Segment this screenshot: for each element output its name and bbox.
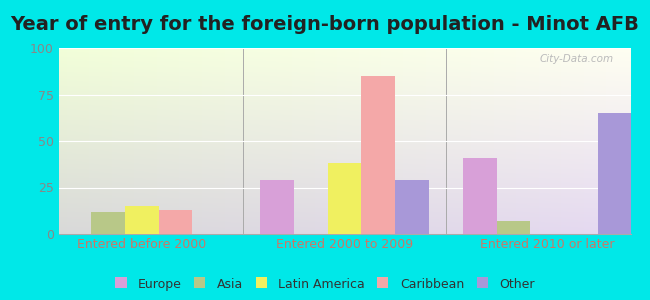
Text: Year of entry for the foreign-born population - Minot AFB: Year of entry for the foreign-born popul…	[10, 14, 640, 34]
Bar	[159, 210, 192, 234]
Bar	[463, 158, 497, 234]
Bar	[497, 221, 530, 234]
Legend: Europe, Asia, Latin America, Caribbean, Other: Europe, Asia, Latin America, Caribbean, …	[116, 278, 534, 291]
Bar	[361, 76, 395, 234]
Bar	[598, 113, 632, 234]
Bar	[328, 163, 361, 234]
Bar	[260, 180, 294, 234]
Text: City-Data.com: City-Data.com	[540, 54, 614, 64]
Bar	[91, 212, 125, 234]
Bar	[125, 206, 159, 234]
Bar	[395, 180, 429, 234]
